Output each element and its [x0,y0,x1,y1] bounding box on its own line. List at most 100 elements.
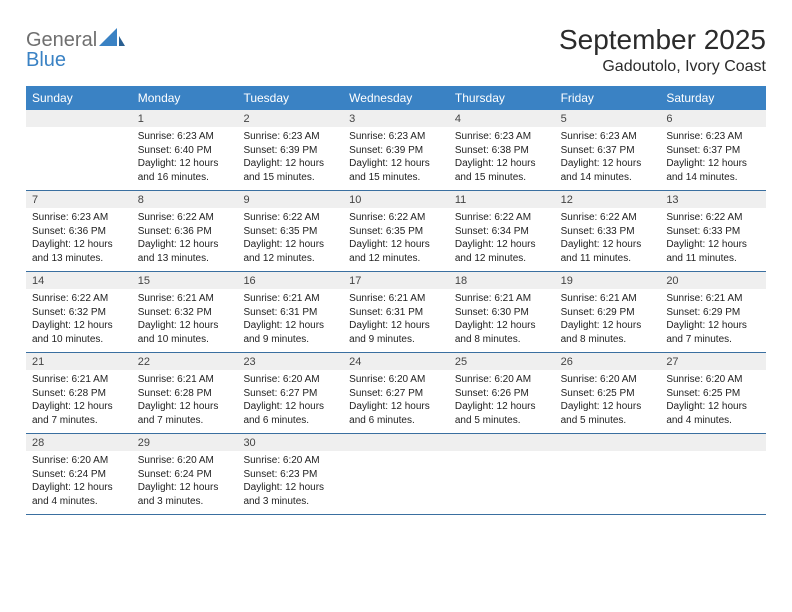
daylight-text-1: Daylight: 12 hours [243,238,337,252]
daylight-text-2: and 9 minutes. [243,333,337,347]
sunset-text: Sunset: 6:35 PM [349,225,443,239]
sunset-text: Sunset: 6:33 PM [561,225,655,239]
empty-cell [660,434,766,515]
day-number: 12 [555,191,661,208]
daylight-text-2: and 3 minutes. [243,495,337,509]
sunrise-text: Sunrise: 6:20 AM [666,373,760,387]
day-number: 29 [132,434,238,451]
day-header-cell: Tuesday [237,86,343,110]
day-cell: 28Sunrise: 6:20 AMSunset: 6:24 PMDayligh… [26,434,132,515]
page-title: September 2025 [559,24,766,56]
empty-cell [555,434,661,515]
day-header-row: SundayMondayTuesdayWednesdayThursdayFrid… [26,86,766,110]
day-cell: 17Sunrise: 6:21 AMSunset: 6:31 PMDayligh… [343,272,449,353]
location-text: Gadoutolo, Ivory Coast [559,58,766,76]
daylight-text-1: Daylight: 12 hours [32,238,126,252]
sunset-text: Sunset: 6:24 PM [138,468,232,482]
sunrise-text: Sunrise: 6:20 AM [455,373,549,387]
day-details: Sunrise: 6:23 AMSunset: 6:37 PMDaylight:… [660,127,766,190]
sunset-text: Sunset: 6:27 PM [243,387,337,401]
sunrise-text: Sunrise: 6:21 AM [243,292,337,306]
sunset-text: Sunset: 6:28 PM [32,387,126,401]
daylight-text-2: and 15 minutes. [349,171,443,185]
daylight-text-1: Daylight: 12 hours [561,400,655,414]
day-cell: 22Sunrise: 6:21 AMSunset: 6:28 PMDayligh… [132,353,238,434]
day-cell: 30Sunrise: 6:20 AMSunset: 6:23 PMDayligh… [237,434,343,515]
week-row: 14Sunrise: 6:22 AMSunset: 6:32 PMDayligh… [26,272,766,353]
day-number-empty [660,434,766,451]
sunrise-text: Sunrise: 6:21 AM [666,292,760,306]
daylight-text-2: and 14 minutes. [561,171,655,185]
daylight-text-1: Daylight: 12 hours [243,481,337,495]
day-details: Sunrise: 6:22 AMSunset: 6:32 PMDaylight:… [26,289,132,352]
day-number: 25 [449,353,555,370]
sunrise-text: Sunrise: 6:21 AM [349,292,443,306]
day-number: 30 [237,434,343,451]
day-details: Sunrise: 6:21 AMSunset: 6:31 PMDaylight:… [237,289,343,352]
sunrise-text: Sunrise: 6:23 AM [32,211,126,225]
day-cell: 9Sunrise: 6:22 AMSunset: 6:35 PMDaylight… [237,191,343,272]
day-number: 7 [26,191,132,208]
empty-cell [26,110,132,191]
day-cell: 1Sunrise: 6:23 AMSunset: 6:40 PMDaylight… [132,110,238,191]
sunrise-text: Sunrise: 6:21 AM [561,292,655,306]
day-number: 19 [555,272,661,289]
sunrise-text: Sunrise: 6:23 AM [243,130,337,144]
daylight-text-1: Daylight: 12 hours [666,319,760,333]
day-cell: 15Sunrise: 6:21 AMSunset: 6:32 PMDayligh… [132,272,238,353]
day-number-empty [449,434,555,451]
sunrise-text: Sunrise: 6:20 AM [243,454,337,468]
day-details: Sunrise: 6:20 AMSunset: 6:25 PMDaylight:… [555,370,661,433]
day-number: 13 [660,191,766,208]
daylight-text-1: Daylight: 12 hours [666,400,760,414]
sunset-text: Sunset: 6:26 PM [455,387,549,401]
daylight-text-2: and 7 minutes. [138,414,232,428]
sunset-text: Sunset: 6:36 PM [138,225,232,239]
daylight-text-2: and 11 minutes. [666,252,760,266]
daylight-text-2: and 5 minutes. [455,414,549,428]
sunrise-text: Sunrise: 6:21 AM [32,373,126,387]
day-details: Sunrise: 6:20 AMSunset: 6:26 PMDaylight:… [449,370,555,433]
sunset-text: Sunset: 6:38 PM [455,144,549,158]
daylight-text-1: Daylight: 12 hours [32,481,126,495]
daylight-text-2: and 14 minutes. [666,171,760,185]
day-header-cell: Thursday [449,86,555,110]
daylight-text-1: Daylight: 12 hours [138,400,232,414]
daylight-text-2: and 6 minutes. [243,414,337,428]
daylight-text-1: Daylight: 12 hours [138,319,232,333]
week-row: 7Sunrise: 6:23 AMSunset: 6:36 PMDaylight… [26,191,766,272]
sunset-text: Sunset: 6:31 PM [349,306,443,320]
day-details: Sunrise: 6:22 AMSunset: 6:35 PMDaylight:… [343,208,449,271]
daylight-text-1: Daylight: 12 hours [138,157,232,171]
day-cell: 24Sunrise: 6:20 AMSunset: 6:27 PMDayligh… [343,353,449,434]
day-details: Sunrise: 6:23 AMSunset: 6:40 PMDaylight:… [132,127,238,190]
day-details: Sunrise: 6:21 AMSunset: 6:29 PMDaylight:… [555,289,661,352]
day-details: Sunrise: 6:22 AMSunset: 6:33 PMDaylight:… [555,208,661,271]
daylight-text-2: and 10 minutes. [32,333,126,347]
day-number-empty [26,110,132,127]
sunrise-text: Sunrise: 6:20 AM [349,373,443,387]
sunrise-text: Sunrise: 6:23 AM [138,130,232,144]
day-details: Sunrise: 6:21 AMSunset: 6:28 PMDaylight:… [26,370,132,433]
sunset-text: Sunset: 6:29 PM [666,306,760,320]
sunset-text: Sunset: 6:37 PM [561,144,655,158]
day-details: Sunrise: 6:22 AMSunset: 6:34 PMDaylight:… [449,208,555,271]
day-cell: 23Sunrise: 6:20 AMSunset: 6:27 PMDayligh… [237,353,343,434]
day-number: 15 [132,272,238,289]
daylight-text-1: Daylight: 12 hours [243,400,337,414]
sunrise-text: Sunrise: 6:20 AM [138,454,232,468]
sunset-text: Sunset: 6:35 PM [243,225,337,239]
day-details: Sunrise: 6:23 AMSunset: 6:36 PMDaylight:… [26,208,132,271]
daylight-text-1: Daylight: 12 hours [455,400,549,414]
sunset-text: Sunset: 6:25 PM [666,387,760,401]
day-number: 24 [343,353,449,370]
sunset-text: Sunset: 6:29 PM [561,306,655,320]
week-row: 21Sunrise: 6:21 AMSunset: 6:28 PMDayligh… [26,353,766,434]
sunrise-text: Sunrise: 6:22 AM [349,211,443,225]
day-header-cell: Friday [555,86,661,110]
daylight-text-2: and 11 minutes. [561,252,655,266]
daylight-text-2: and 6 minutes. [349,414,443,428]
sunrise-text: Sunrise: 6:23 AM [349,130,443,144]
daylight-text-2: and 8 minutes. [455,333,549,347]
day-details: Sunrise: 6:23 AMSunset: 6:39 PMDaylight:… [343,127,449,190]
